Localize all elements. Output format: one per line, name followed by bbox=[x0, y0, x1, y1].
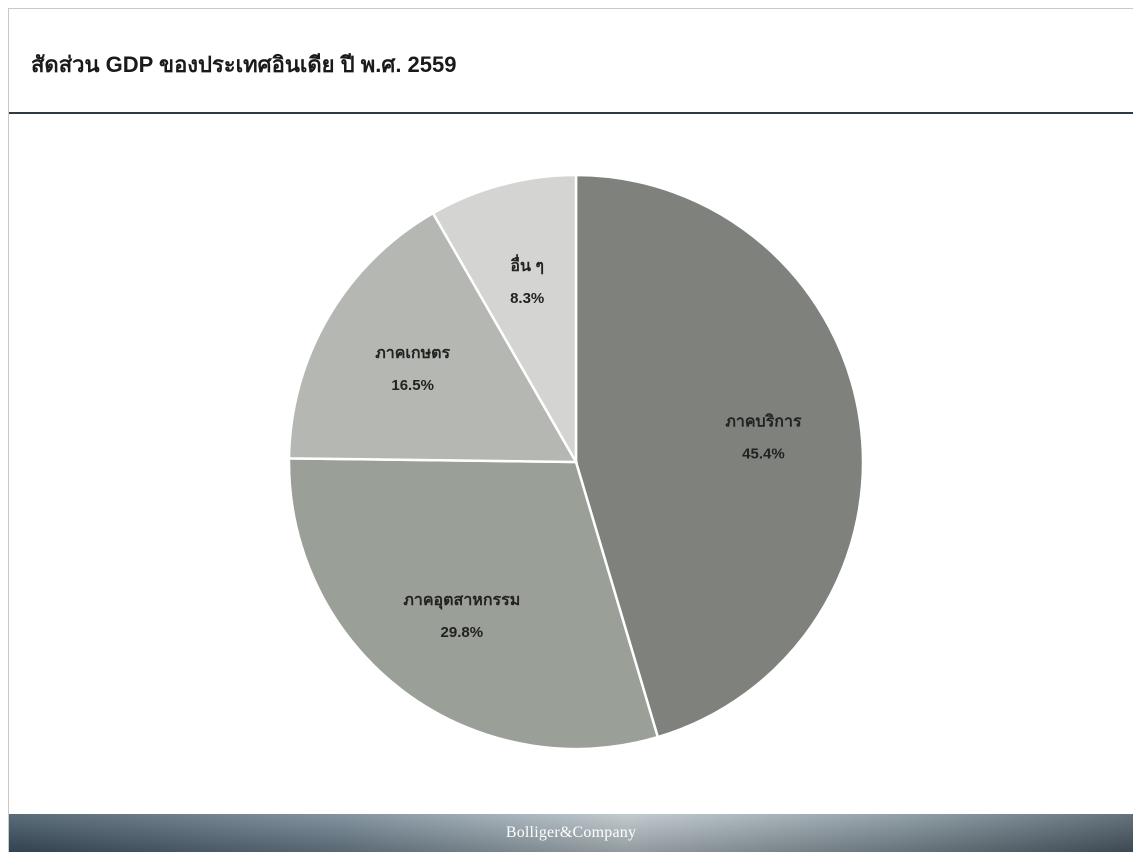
slice-label: ภาคเกษตร bbox=[375, 345, 450, 362]
chart-title: สัดส่วน GDP ของประเทศอินเดีย ปี พ.ศ. 255… bbox=[31, 52, 457, 77]
title-divider bbox=[9, 112, 1133, 114]
pie-slice bbox=[287, 457, 660, 751]
brand-logo-text: Bolliger&Company bbox=[505, 824, 637, 841]
footer-banner: Bolliger&Company bbox=[9, 814, 1133, 852]
slice-label: อื่น ๆ bbox=[510, 254, 544, 275]
pie-slice bbox=[287, 211, 579, 464]
slice-value-label: 16.5% bbox=[391, 377, 434, 394]
pie-slice bbox=[574, 173, 865, 739]
pie-slices bbox=[287, 173, 865, 751]
slice-value-label: 29.8% bbox=[441, 624, 484, 641]
pie-chart: ภาคบริการ 45.4% ภาคอุตสาหกรรม 29.8% ภาคเกษตร… bbox=[287, 173, 865, 751]
slice-value-label: 8.3% bbox=[510, 290, 544, 307]
slice-label: ภาคอุตสาหกรรม bbox=[403, 592, 520, 610]
pie-labels: ภาคบริการ 45.4% ภาคอุตสาหกรรม 29.8% ภาคเกษตร… bbox=[375, 254, 802, 641]
pie-slice bbox=[431, 173, 578, 467]
slice-value-label: 45.4% bbox=[742, 446, 785, 463]
slice-label: ภาคบริการ bbox=[725, 413, 802, 431]
slide: สัดส่วน GDP ของประเทศอินเดีย ปี พ.ศ. 255… bbox=[8, 8, 1133, 852]
